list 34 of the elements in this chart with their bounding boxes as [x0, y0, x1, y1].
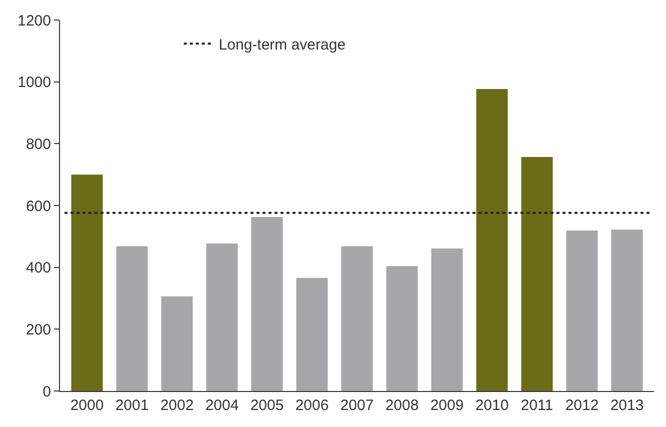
x-tick-label: 2001	[115, 397, 149, 414]
bar	[296, 278, 328, 391]
x-tick-label: 2006	[295, 397, 329, 414]
x-tick-label: 2010	[475, 397, 509, 414]
x-tick-label: 2009	[430, 397, 464, 414]
bar	[611, 230, 643, 391]
y-tick-label: 800	[26, 136, 51, 153]
x-tick-label: 2013	[610, 397, 644, 414]
x-tick-label: 2011	[520, 397, 554, 414]
x-tick-label: 2012	[565, 397, 599, 414]
y-tick-label: 1000	[18, 74, 51, 92]
bar	[341, 246, 373, 391]
x-tick-label: 2008	[385, 397, 419, 414]
bar	[251, 216, 283, 391]
bar	[386, 266, 418, 391]
bar	[521, 156, 553, 391]
bar	[431, 248, 463, 391]
y-tick-label: 600	[26, 198, 51, 215]
x-tick-label: 2000	[70, 397, 104, 414]
y-tick-label: 1200	[18, 12, 51, 30]
bar	[566, 230, 598, 391]
y-tick-label: 200	[26, 321, 51, 338]
y-tick-label: 400	[26, 260, 51, 277]
x-tick-label: 2005	[250, 397, 284, 414]
bar	[71, 174, 103, 391]
y-tick-label: 0	[42, 383, 51, 400]
bar	[476, 88, 508, 391]
bar	[206, 244, 238, 391]
x-tick-label: 2004	[205, 397, 239, 414]
bar	[116, 246, 148, 391]
bar	[161, 296, 193, 391]
x-tick-label: 2007	[340, 397, 374, 414]
x-tick-label: 2002	[160, 397, 194, 414]
legend-label: Long-term average	[218, 36, 346, 54]
